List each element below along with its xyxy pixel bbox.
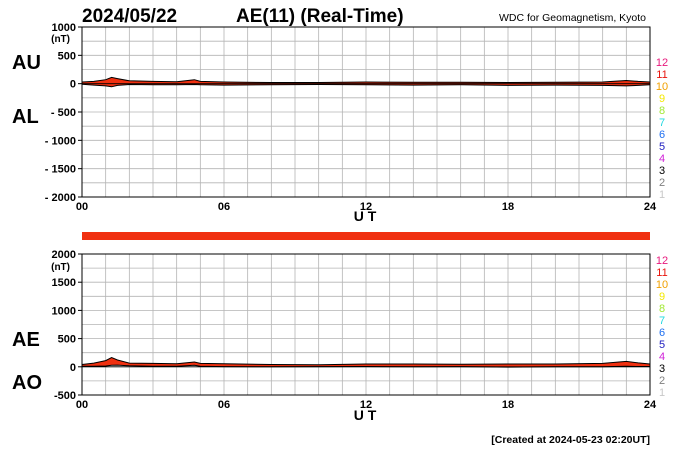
y-tick-label: 0 <box>70 79 76 91</box>
x-tick-label: 18 <box>502 399 514 411</box>
legend-level-12: 12 <box>656 57 668 69</box>
al-series-label: AL <box>12 106 39 128</box>
au-al-unit-label: (nT) <box>51 34 70 45</box>
au-al-series-lines <box>81 76 651 88</box>
y-tick-label: 0 <box>70 362 76 374</box>
y-tick-label: 500 <box>58 334 76 346</box>
legend-level-6: 6 <box>659 129 665 141</box>
legend-level-3: 3 <box>659 165 665 177</box>
legend-level-2: 2 <box>659 375 665 387</box>
au-al-y-tick-labels: 1000 500 0 - 500 - 1000 - 1500 - 2000 <box>45 22 82 204</box>
au-al-series-line-lower <box>81 83 651 88</box>
y-tick-label: -500 <box>54 390 76 402</box>
legend-level-5: 5 <box>659 339 665 351</box>
legend-level-4: 4 <box>659 153 665 165</box>
ae-ao-plot-frame <box>81 253 651 396</box>
au-series-label: AU <box>12 52 41 74</box>
x-tick-label: 18 <box>502 201 514 213</box>
x-tick-label: 00 <box>76 201 88 213</box>
legend-level-8: 8 <box>659 105 665 117</box>
legend-level-11: 11 <box>656 267 667 279</box>
y-tick-label: - 1500 <box>45 164 76 176</box>
au-al-x-tick-labels: 00 06 12 18 24 <box>76 201 657 213</box>
legend-level-7: 7 <box>659 117 665 129</box>
legend-level-2: 2 <box>659 177 665 189</box>
legend-level-4: 4 <box>659 351 665 363</box>
legend-level-3: 3 <box>659 363 665 375</box>
y-tick-label: - 2000 <box>45 192 76 204</box>
ao-series-label: AO <box>12 372 42 394</box>
legend-level-5: 5 <box>659 141 665 153</box>
chart-title: AE(11) (Real-Time) <box>236 6 404 27</box>
chart-date: 2024/05/22 <box>82 6 177 27</box>
x-tick-label: 12 <box>360 201 372 213</box>
source-label: WDC for Geomagnetism, Kyoto <box>499 12 646 24</box>
y-tick-label: - 500 <box>51 107 76 119</box>
au-al-x-axis-label: U T <box>354 208 377 224</box>
ae-ao-x-axis-label: U T <box>354 407 377 423</box>
legend-level-12: 12 <box>656 255 668 267</box>
legend-level-9: 9 <box>659 291 665 303</box>
x-tick-label: 06 <box>218 399 230 411</box>
y-tick-label: 1000 <box>52 22 76 34</box>
legend-level-9: 9 <box>659 93 665 105</box>
y-tick-label: 2000 <box>52 249 76 261</box>
ae-ao-series-line-upper <box>81 356 651 366</box>
status-bar <box>82 232 650 240</box>
ae-ao-x-tick-labels: 00 06 12 18 24 <box>76 399 657 411</box>
y-tick-label: 1000 <box>52 305 76 317</box>
au-al-grid <box>81 26 651 198</box>
x-tick-label: 24 <box>644 399 657 411</box>
legend-level-7: 7 <box>659 315 665 327</box>
legend-level-1: 1 <box>659 387 665 399</box>
legend-level-6: 6 <box>659 327 665 339</box>
au-al-series-line-upper <box>81 76 651 84</box>
ae-ao-grid <box>81 253 651 396</box>
ae-ao-series-lines <box>81 356 651 368</box>
created-timestamp: [Created at 2024-05-23 02:20UT] <box>491 434 650 446</box>
legend-level-10: 10 <box>656 279 668 291</box>
x-tick-label: 12 <box>360 399 372 411</box>
x-tick-label: 00 <box>76 399 88 411</box>
y-tick-label: - 1000 <box>45 135 76 147</box>
legend-level-8: 8 <box>659 303 665 315</box>
legend-level-10: 10 <box>656 81 668 93</box>
ae-ao-filled-area <box>82 357 650 368</box>
y-tick-label: 1500 <box>52 277 76 289</box>
ae-ao-band-area <box>82 357 650 368</box>
y-tick-label: 500 <box>58 50 76 62</box>
x-tick-label: 24 <box>644 201 657 213</box>
x-tick-label: 06 <box>218 201 230 213</box>
legend-level-1: 1 <box>659 189 665 201</box>
ae-ao-y-tick-labels: 2000 1500 1000 500 0 -500 <box>52 249 82 402</box>
ae-ao-unit-label: (nT) <box>51 262 70 273</box>
legend-level-11: 11 <box>656 69 667 81</box>
ae-series-label: AE <box>12 329 40 351</box>
